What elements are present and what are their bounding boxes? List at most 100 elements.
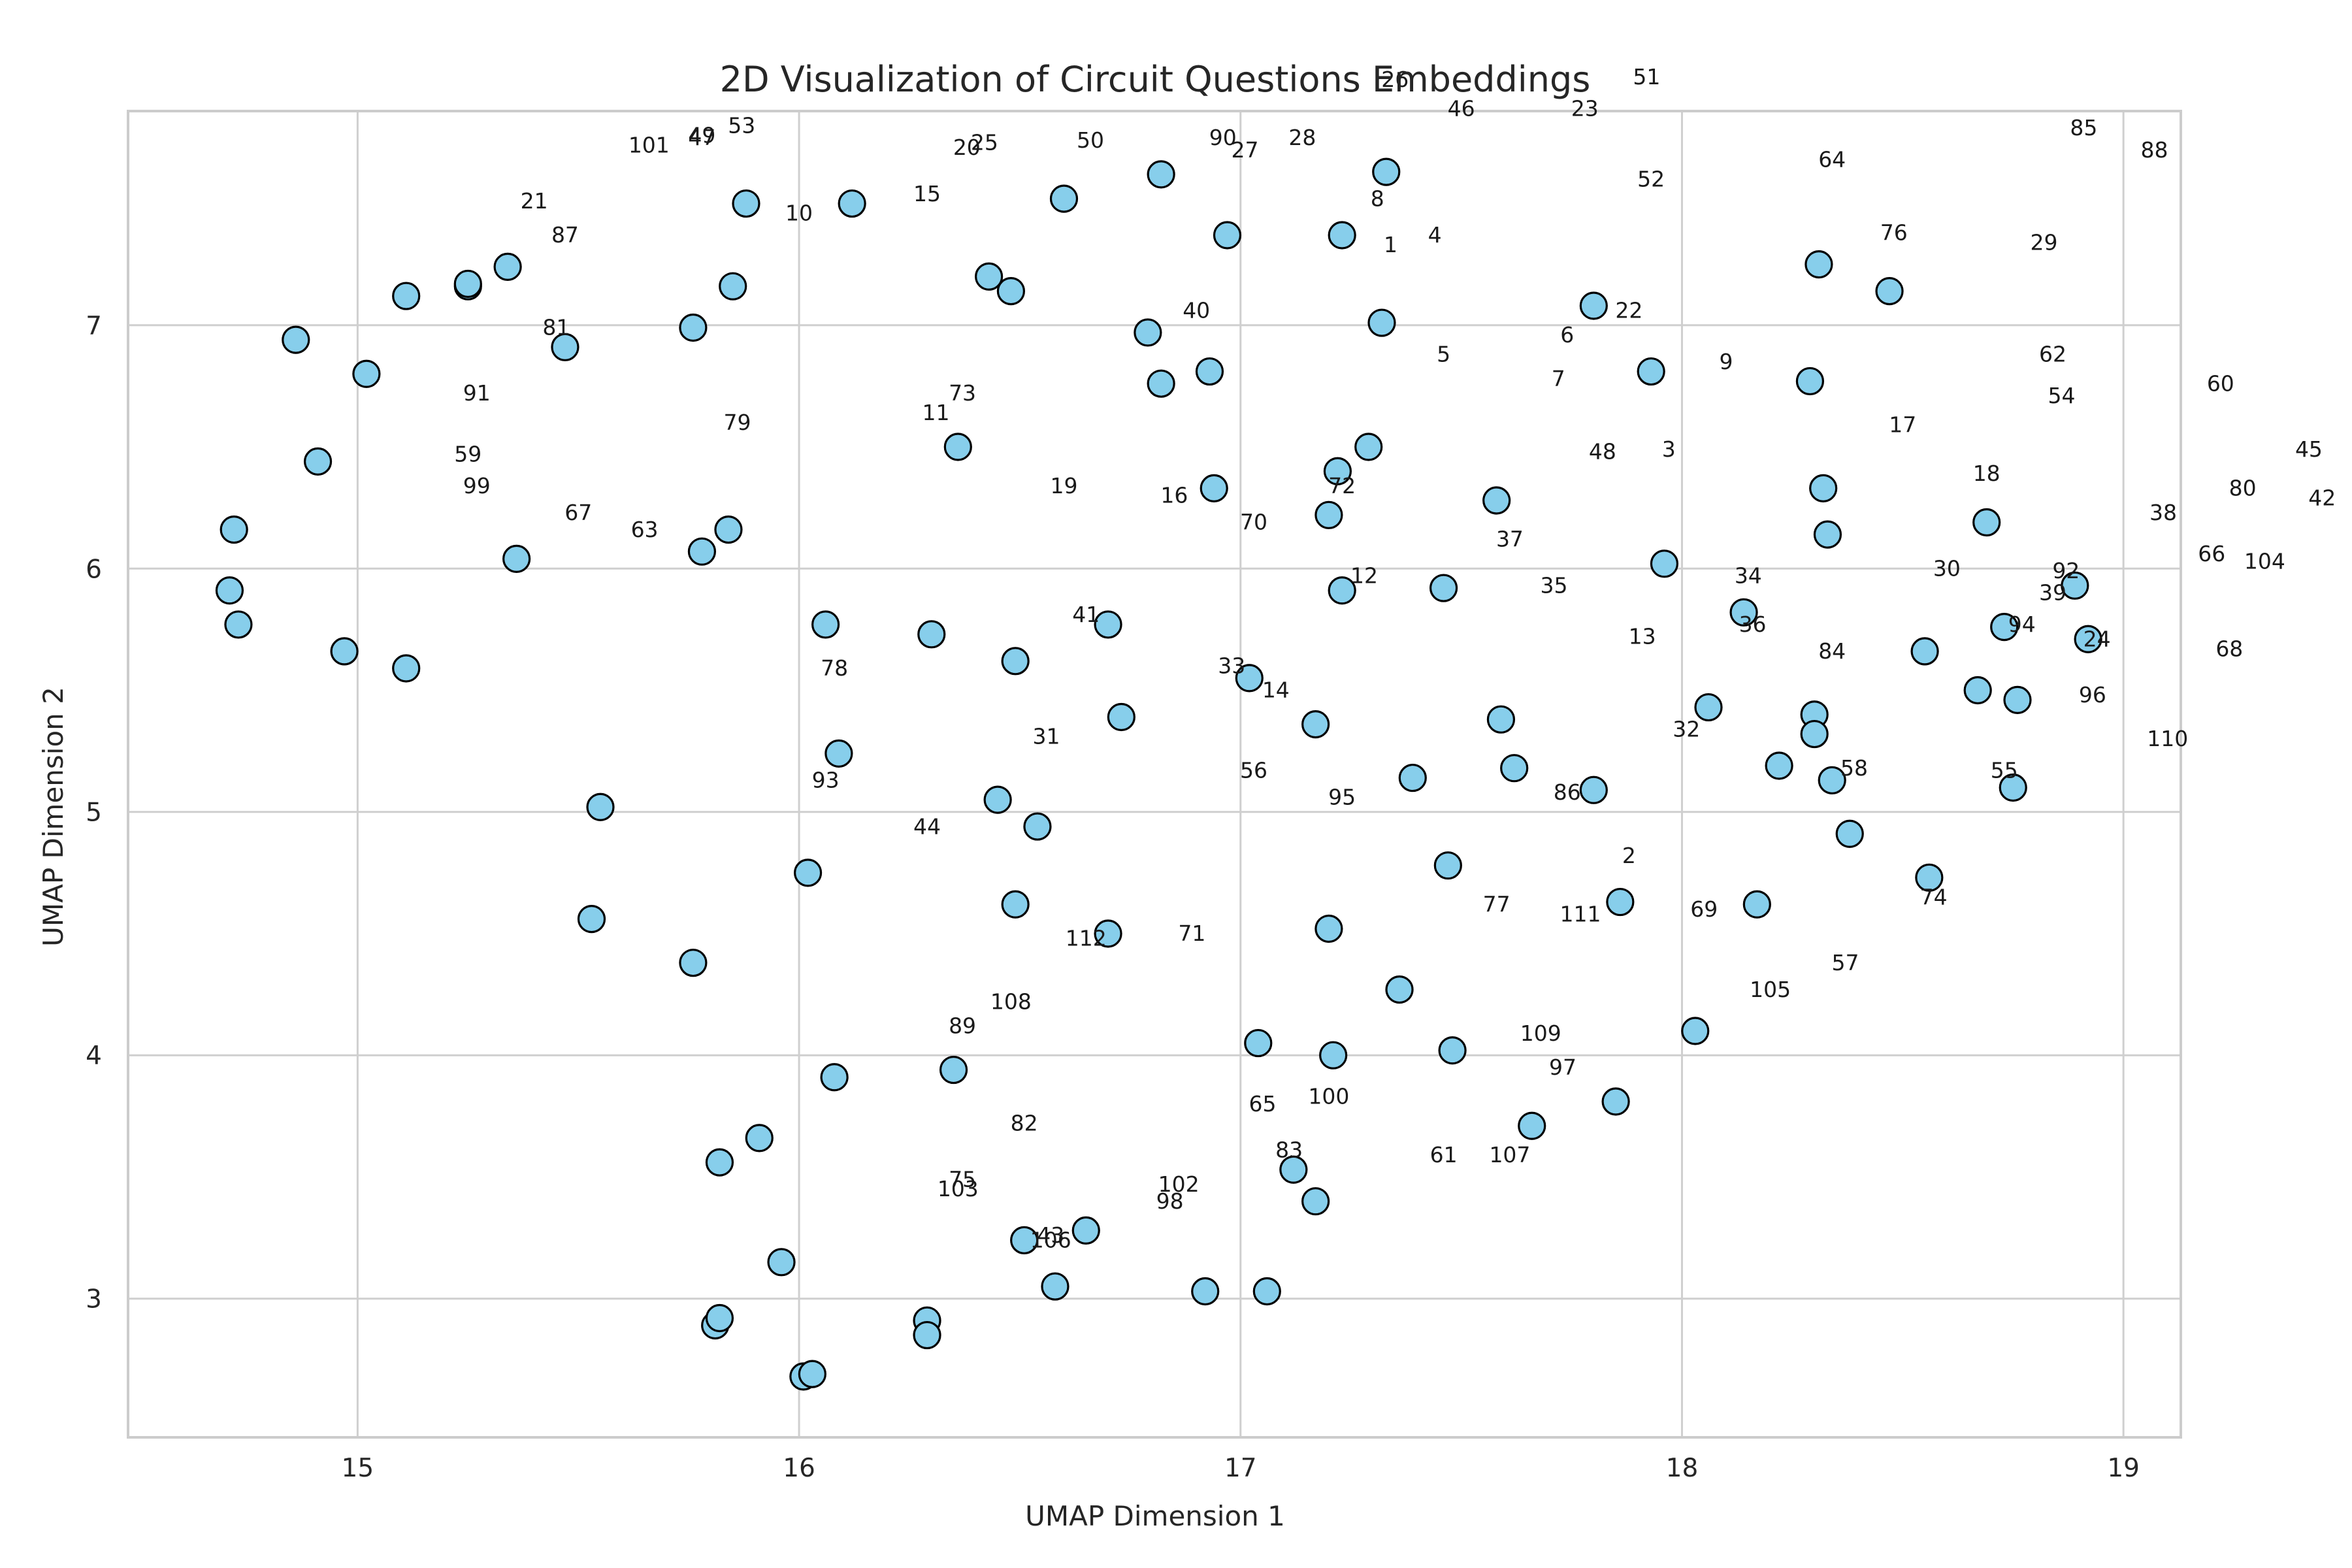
point-annotation: 51	[1633, 64, 1660, 90]
scatter-point	[1385, 975, 1414, 1004]
point-annotation: 18	[1973, 461, 2001, 486]
scatter-point	[825, 739, 853, 768]
point-annotation: 30	[1933, 555, 1961, 581]
scatter-point	[811, 610, 840, 639]
scatter-point	[767, 1248, 796, 1277]
scatter-point	[1990, 613, 2019, 642]
point-annotation: 75	[949, 1166, 976, 1192]
scatter-point	[220, 515, 248, 544]
point-annotation: 54	[2048, 383, 2076, 408]
scatter-point	[2061, 571, 2089, 600]
point-annotation: 70	[1240, 510, 1267, 535]
point-annotation: 99	[463, 473, 491, 498]
point-annotation: 3	[1662, 436, 1676, 462]
point-annotation: 24	[2083, 626, 2111, 651]
scatter-point	[1354, 433, 1383, 461]
scatter-point	[1438, 1036, 1467, 1065]
scatter-point	[1910, 637, 1939, 666]
scatter-point	[1367, 308, 1396, 337]
point-annotation: 23	[1571, 95, 1599, 121]
scatter-point	[1579, 776, 1608, 804]
point-annotation: 103	[938, 1176, 979, 1201]
point-annotation: 2	[1622, 843, 1636, 868]
point-annotation: 110	[2147, 726, 2188, 751]
scatter-point	[1999, 773, 2027, 802]
point-annotation: 98	[1156, 1188, 1184, 1214]
scatter-point	[1252, 1277, 1281, 1306]
y-tick-label: 3	[86, 1285, 102, 1315]
scatter-point	[1835, 819, 1864, 848]
plot-frame	[127, 110, 2182, 1439]
scatter-point	[453, 269, 482, 299]
scatter-point	[392, 282, 421, 310]
point-annotation: 72	[1328, 473, 1356, 498]
point-annotation: 74	[1920, 884, 1948, 909]
point-annotation: 62	[2039, 342, 2066, 367]
scatter-point	[1809, 474, 1838, 502]
point-annotation: 50	[1077, 127, 1104, 153]
point-annotation: 109	[1520, 1021, 1561, 1046]
point-annotation: 106	[1030, 1227, 1071, 1252]
scatter-point	[939, 1055, 968, 1085]
scatter-point	[1372, 157, 1401, 186]
scatter-point	[282, 325, 310, 354]
point-annotation: 53	[728, 113, 755, 139]
point-annotation: 13	[1629, 624, 1656, 649]
point-annotation: 79	[723, 410, 751, 435]
scatter-point	[1681, 1017, 1710, 1045]
scatter-point	[1147, 160, 1175, 189]
scatter-point	[1805, 250, 1833, 279]
scatter-point	[215, 576, 244, 605]
scatter-point	[1818, 766, 1846, 794]
point-annotation: 80	[2229, 476, 2257, 501]
scatter-point	[679, 313, 708, 342]
point-annotation: 32	[1673, 716, 1700, 742]
scatter-point	[1323, 457, 1352, 485]
scatter-point	[1500, 754, 1529, 783]
point-annotation: 78	[821, 655, 848, 681]
scatter-point	[1315, 914, 1343, 943]
scatter-point	[2074, 625, 2102, 653]
point-annotation: 38	[2149, 500, 2177, 525]
point-annotation: 104	[2244, 548, 2285, 574]
scatter-point	[1001, 647, 1030, 676]
scatter-point	[745, 1124, 774, 1152]
point-annotation: 90	[1209, 125, 1237, 150]
point-annotation: 37	[1496, 527, 1524, 552]
scatter-point	[943, 433, 972, 461]
scatter-point	[732, 189, 760, 218]
point-annotation: 21	[521, 188, 548, 214]
scatter-point	[1301, 710, 1330, 739]
scatter-point	[1606, 887, 1635, 917]
scatter-point	[1010, 1226, 1039, 1254]
point-annotation: 46	[1448, 95, 1475, 121]
x-tick-label: 15	[342, 1454, 374, 1483]
scatter-point	[983, 785, 1012, 814]
scatter-point	[1875, 277, 1904, 306]
scatter-point	[1518, 1111, 1546, 1140]
point-annotation: 29	[2031, 229, 2058, 255]
scatter-point	[975, 262, 1004, 291]
scatter-point	[352, 359, 381, 388]
scatter-point	[1795, 367, 1825, 396]
point-annotation: 52	[1637, 166, 1665, 191]
scatter-point	[1094, 610, 1122, 639]
scatter-point	[1094, 919, 1122, 948]
point-annotation: 58	[1840, 755, 1868, 781]
scatter-point	[1107, 702, 1135, 732]
scatter-point	[303, 447, 333, 476]
point-annotation: 94	[2008, 612, 2036, 637]
point-annotation: 100	[1308, 1084, 1349, 1109]
point-annotation: 64	[1818, 147, 1846, 172]
point-annotation: 6	[1560, 322, 1574, 348]
scatter-point	[838, 189, 866, 218]
point-annotation: 25	[971, 130, 998, 155]
point-annotation: 20	[953, 135, 981, 160]
scatter-point	[793, 858, 823, 887]
point-annotation: 63	[631, 517, 659, 542]
point-annotation: 107	[1489, 1142, 1530, 1168]
point-annotation: 95	[1328, 785, 1356, 810]
data-points	[215, 157, 2102, 1391]
